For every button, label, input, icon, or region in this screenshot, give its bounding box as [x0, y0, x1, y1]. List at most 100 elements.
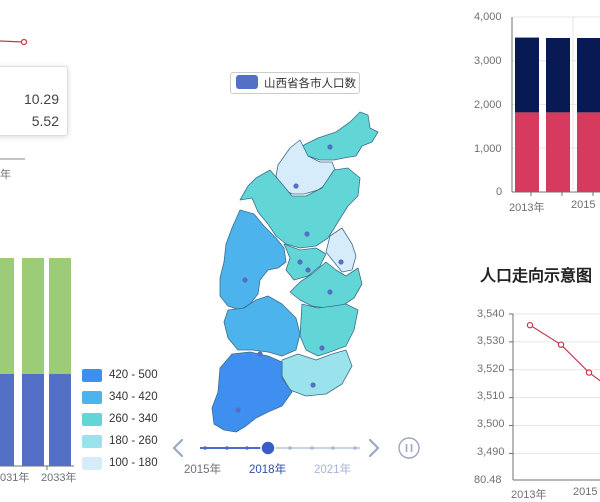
city-marker: [327, 144, 333, 150]
visual-map-swatch[interactable]: [82, 369, 102, 382]
timeline-play-pause-button[interactable]: [397, 436, 421, 460]
right-line-chart: [509, 313, 600, 481]
left-bar-bottom: [49, 374, 71, 466]
bar: [546, 112, 570, 192]
timeline-next-button[interactable]: [366, 437, 382, 459]
timeline-dot: [203, 446, 207, 450]
city-marker: [319, 345, 325, 351]
timeline-control: [200, 440, 360, 456]
tooltip-value-1: 10.29: [23, 91, 59, 107]
region-yangquan: [325, 227, 357, 273]
shanxi-map: [211, 111, 379, 433]
region-linfen: [223, 295, 301, 357]
line-point: [557, 341, 565, 348]
left-bar-top: [0, 258, 14, 374]
city-marker: [310, 382, 316, 388]
visual-map-label: 340 - 420: [109, 391, 158, 403]
line-y-tick: 3,520: [477, 363, 505, 375]
timeline-label[interactable]: 2021年: [314, 464, 352, 476]
pause-icon: [398, 437, 420, 459]
region-jinzhong: [289, 261, 363, 309]
city-marker: [242, 277, 248, 283]
line-x-label: 2013年: [511, 489, 547, 501]
city-marker: [305, 267, 311, 273]
visual-map-label: 100 - 180: [109, 457, 158, 469]
city-marker: [338, 259, 344, 265]
visual-map-swatch[interactable]: [82, 457, 102, 470]
bar: [577, 38, 600, 113]
timeline-prev-button[interactable]: [170, 437, 186, 459]
left-bar-top: [49, 258, 71, 374]
visual-map-label: 420 - 500: [109, 369, 158, 381]
city-marker: [304, 231, 310, 237]
region-yuncheng: [211, 351, 293, 433]
tooltip-value-2: 5.52: [31, 113, 59, 129]
timeline-dot: [353, 446, 357, 450]
timeline-dot: [245, 446, 249, 450]
line-y-tick: 3,490: [477, 446, 505, 458]
left-bar-x-label: 2033年: [41, 472, 77, 484]
map-city-markers: [235, 144, 344, 413]
city-marker: [297, 259, 303, 265]
left-line-point: [20, 38, 28, 46]
timeline-dot: [310, 446, 314, 450]
right-bar-chart: [511, 16, 600, 196]
left-bar-top: [22, 258, 44, 374]
right-bar-y-tick: 1,000: [474, 143, 502, 155]
visual-map-swatch[interactable]: [82, 413, 102, 426]
region-taiyuan: [283, 243, 327, 281]
region-xinzhou: [239, 167, 361, 249]
right-bar-y-tick: 3,000: [474, 55, 502, 67]
chevron-right-icon: [368, 438, 380, 458]
city-marker: [257, 351, 263, 357]
visual-map-swatch[interactable]: [82, 391, 102, 404]
city-marker: [235, 407, 241, 413]
left-line-series: [0, 40, 24, 43]
map-legend[interactable]: [230, 72, 360, 94]
line-y-tick: 3,510: [477, 390, 505, 402]
left-axis-fragment: 年: [0, 169, 11, 181]
bar: [515, 112, 539, 192]
line-point: [526, 321, 534, 329]
timeline-label-current[interactable]: 2018年: [249, 464, 287, 476]
line-y-tick: 3,530: [477, 335, 505, 347]
line-y-tick: 3,500: [477, 418, 505, 430]
map-legend-label: 山西省各市人口数: [264, 78, 356, 90]
region-changzhi: [299, 303, 359, 357]
visual-map-label: 260 - 340: [109, 413, 158, 425]
chevron-left-icon: [172, 438, 184, 458]
line-chart-title: 人口走向示意图: [480, 268, 593, 285]
left-bar-chart: [0, 258, 74, 470]
timeline-dot: [288, 446, 292, 450]
timeline-dot: [225, 446, 229, 450]
visual-map-swatch[interactable]: [82, 435, 102, 448]
region-datong: [299, 111, 379, 161]
timeline-label[interactable]: 2015年: [184, 464, 222, 476]
right-bar-y-tick: 2,000: [474, 99, 502, 111]
line-y-tick: 80.48: [474, 474, 502, 486]
map-legend-chip: [236, 75, 258, 89]
timeline-handle[interactable]: [260, 440, 276, 456]
right-bar-y-tick: 4,000: [474, 11, 502, 23]
visual-map-label: 180 - 260: [109, 435, 158, 447]
region-lvliang: [219, 209, 287, 311]
line-y-tick: 3,540: [477, 308, 505, 320]
timeline-dot: [331, 446, 335, 450]
right-bar-x-label: 2013年: [509, 202, 545, 214]
region-jincheng: [281, 349, 353, 397]
bar: [515, 37, 539, 113]
city-marker: [327, 289, 333, 295]
line-series: [529, 324, 600, 382]
line-x-label: 2015: [573, 486, 598, 498]
left-bar-x-label: 031年: [0, 472, 30, 484]
right-bar-y-tick: 0: [496, 186, 503, 198]
left-bar-bottom: [22, 374, 44, 466]
line-point: [585, 369, 593, 376]
right-bar-x-label: 2015: [571, 199, 596, 211]
left-bar-bottom: [0, 374, 14, 466]
bar: [577, 112, 600, 192]
tooltip: 10.29 5.52: [0, 66, 68, 136]
bar: [546, 38, 570, 113]
city-marker: [293, 183, 299, 189]
